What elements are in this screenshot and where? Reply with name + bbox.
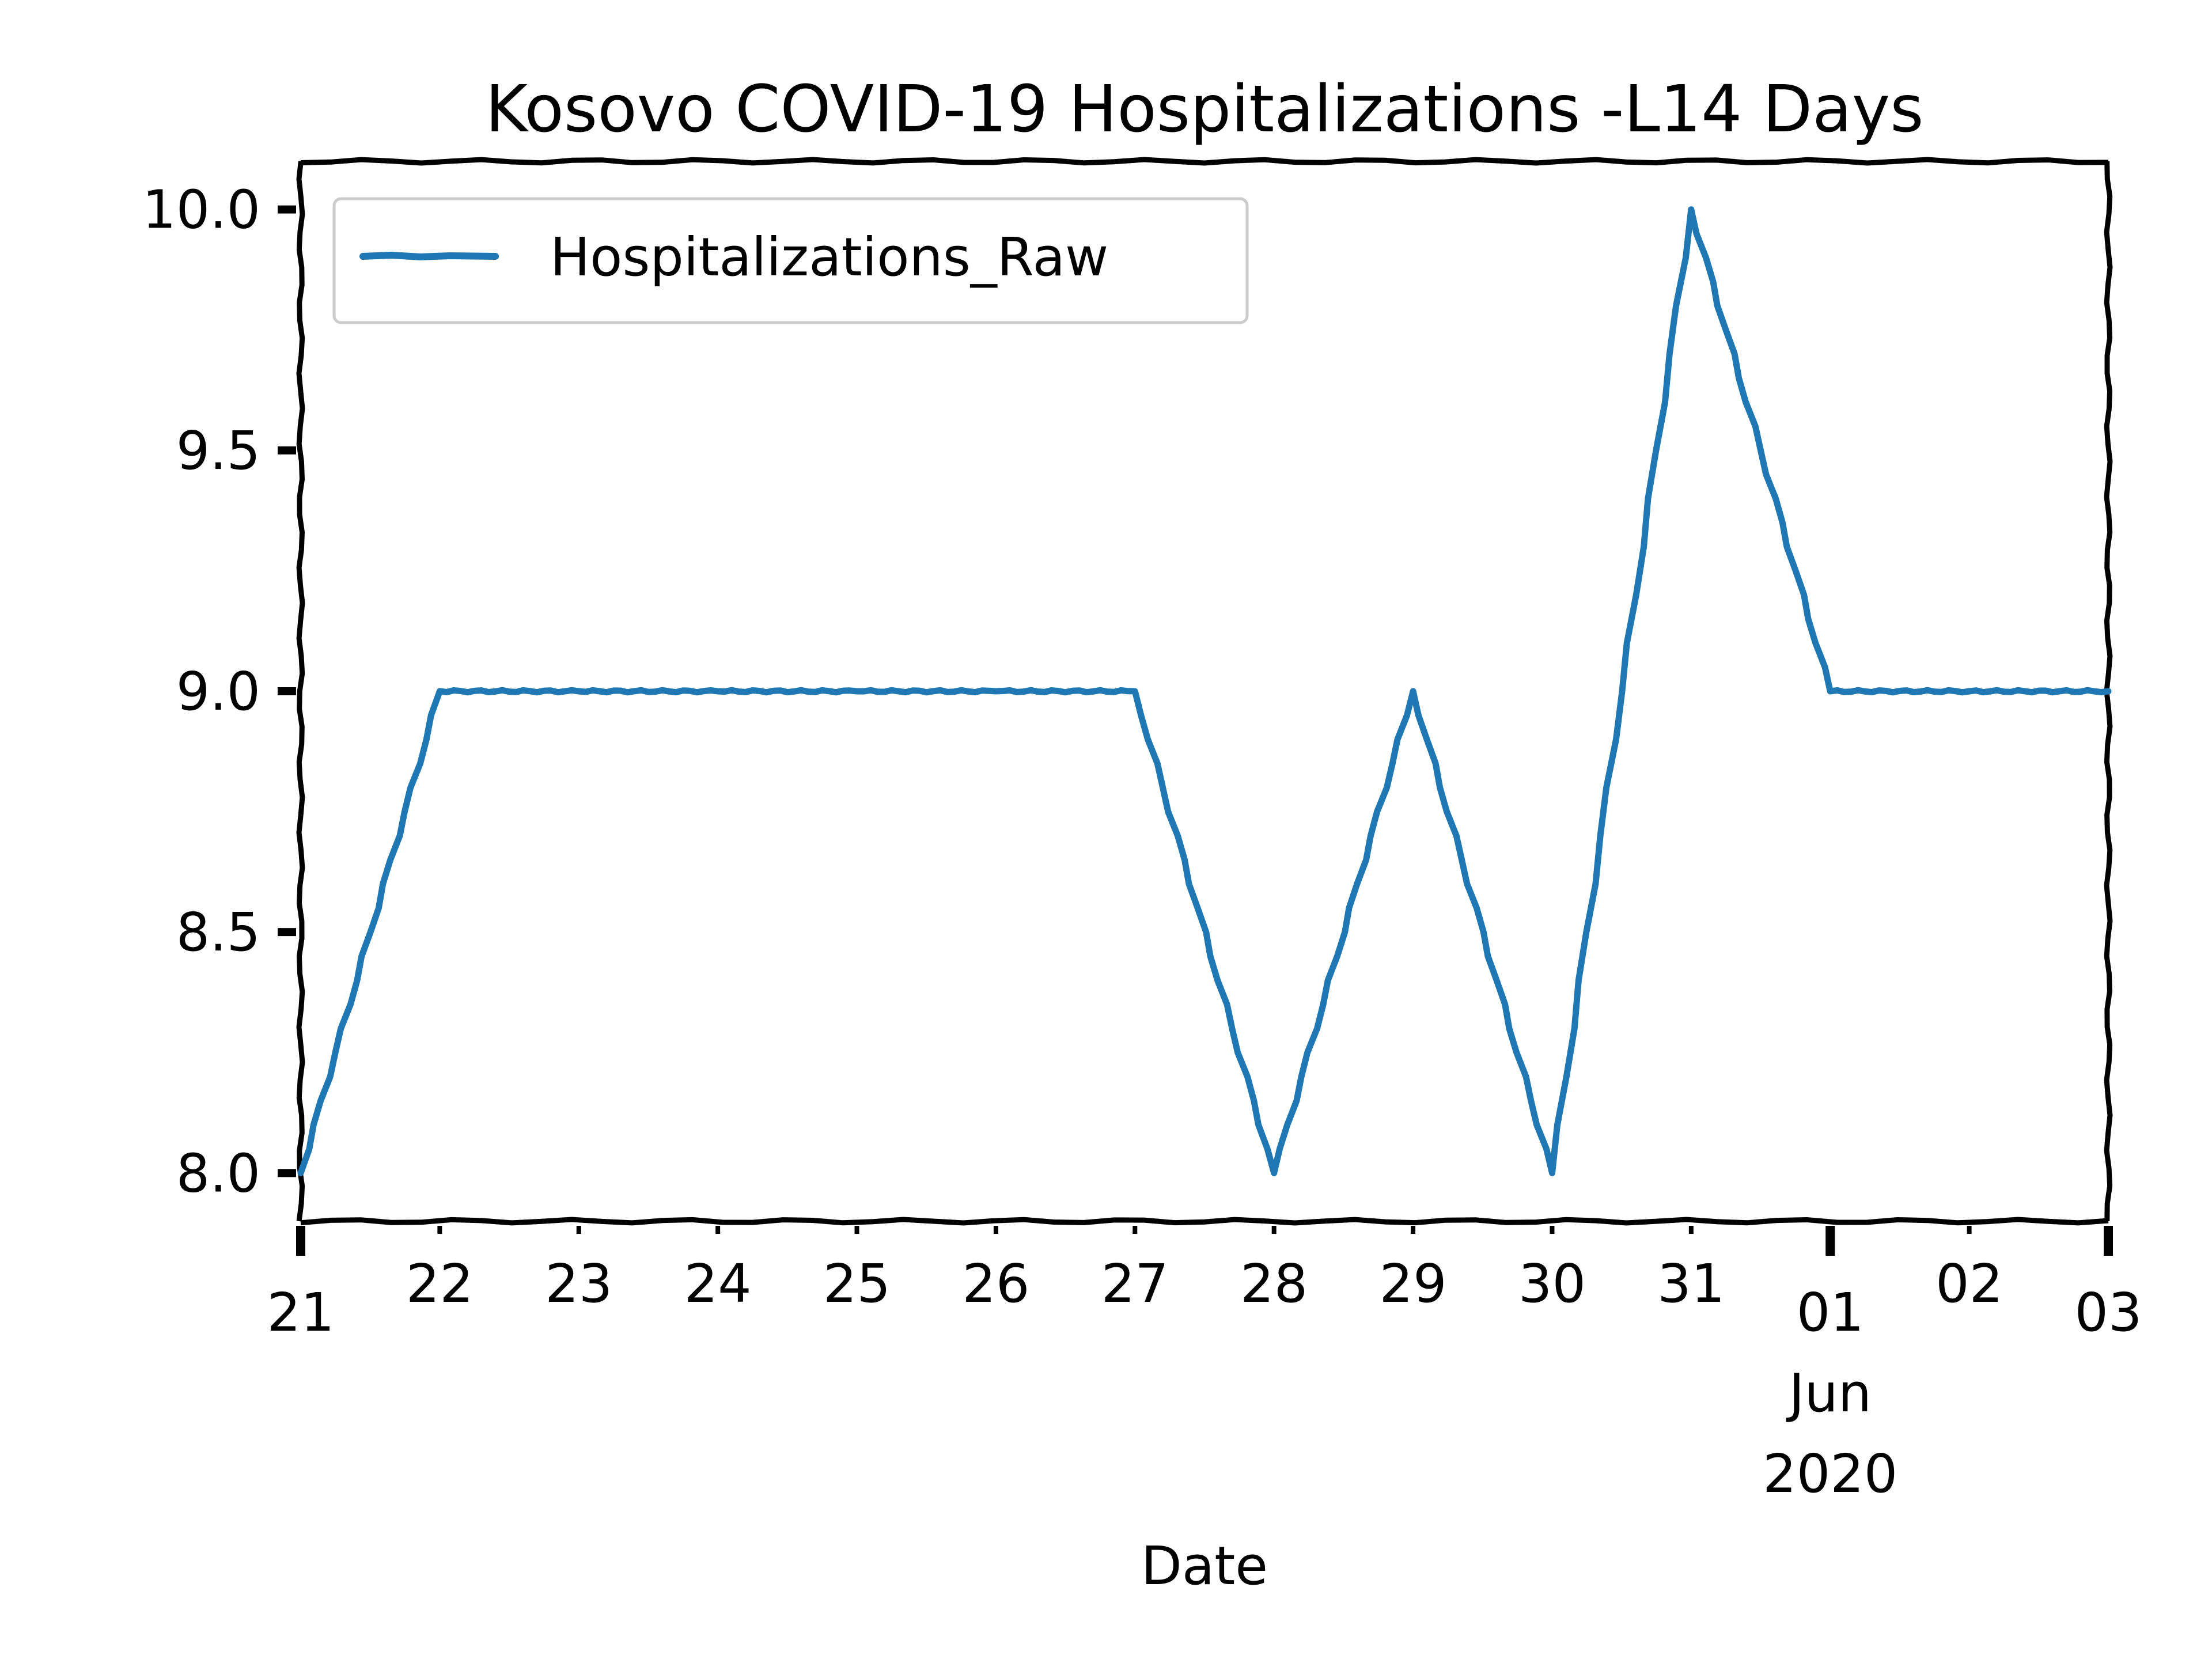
y-tick-label: 9.0 (176, 661, 260, 722)
frame-bottom (300, 1217, 2109, 1226)
legend-label: Hospitalizations_Raw (550, 226, 1108, 288)
x-axis-label: Date (1141, 1535, 1268, 1597)
x-secondary-label-month: Jun (1786, 1362, 1872, 1424)
x-tick-label: 28 (1240, 1253, 1308, 1315)
x-tick-label: 23 (545, 1253, 612, 1315)
frame-top (300, 157, 2109, 166)
y-tick-label: 10.0 (142, 179, 260, 241)
x-tick-label: 25 (823, 1253, 891, 1315)
x-secondary-label-year: 2020 (1763, 1443, 1897, 1505)
series-layer (297, 206, 2112, 1176)
y-tick-label: 8.5 (176, 902, 260, 963)
y-tick-label: 8.0 (176, 1142, 260, 1204)
legend: Hospitalizations_Raw (332, 197, 1249, 324)
x-tick-label: 22 (406, 1253, 474, 1315)
x-tick-label: 01 (1797, 1282, 1864, 1343)
legend-line-hospitalizations-raw (359, 251, 499, 261)
x-tick-label: 24 (684, 1253, 752, 1315)
x-tick-label: 27 (1101, 1253, 1169, 1315)
x-tick-label: 31 (1657, 1253, 1725, 1315)
y-tick-label: 9.5 (176, 420, 260, 482)
series-line-hospitalizations-raw (297, 206, 2112, 1176)
x-tick-label: 30 (1518, 1253, 1586, 1315)
x-axis: 21 22 23 24 25 26 27 28 29 30 31 01 02 03 (267, 1226, 2142, 1343)
x-tick-label: 03 (2074, 1282, 2142, 1343)
x-tick-label: 26 (962, 1253, 1029, 1315)
x-tick-label: 29 (1380, 1253, 1447, 1315)
frame-left (296, 161, 305, 1222)
y-axis: 8.0 8.5 9.0 9.5 10.0 (142, 179, 296, 1204)
x-tick-label: 02 (1936, 1253, 2003, 1315)
legend-box (332, 197, 1249, 324)
chart-title: Kosovo COVID-19 Hospitalizations -L14 Da… (486, 72, 1924, 147)
x-tick-label: 21 (267, 1282, 334, 1343)
